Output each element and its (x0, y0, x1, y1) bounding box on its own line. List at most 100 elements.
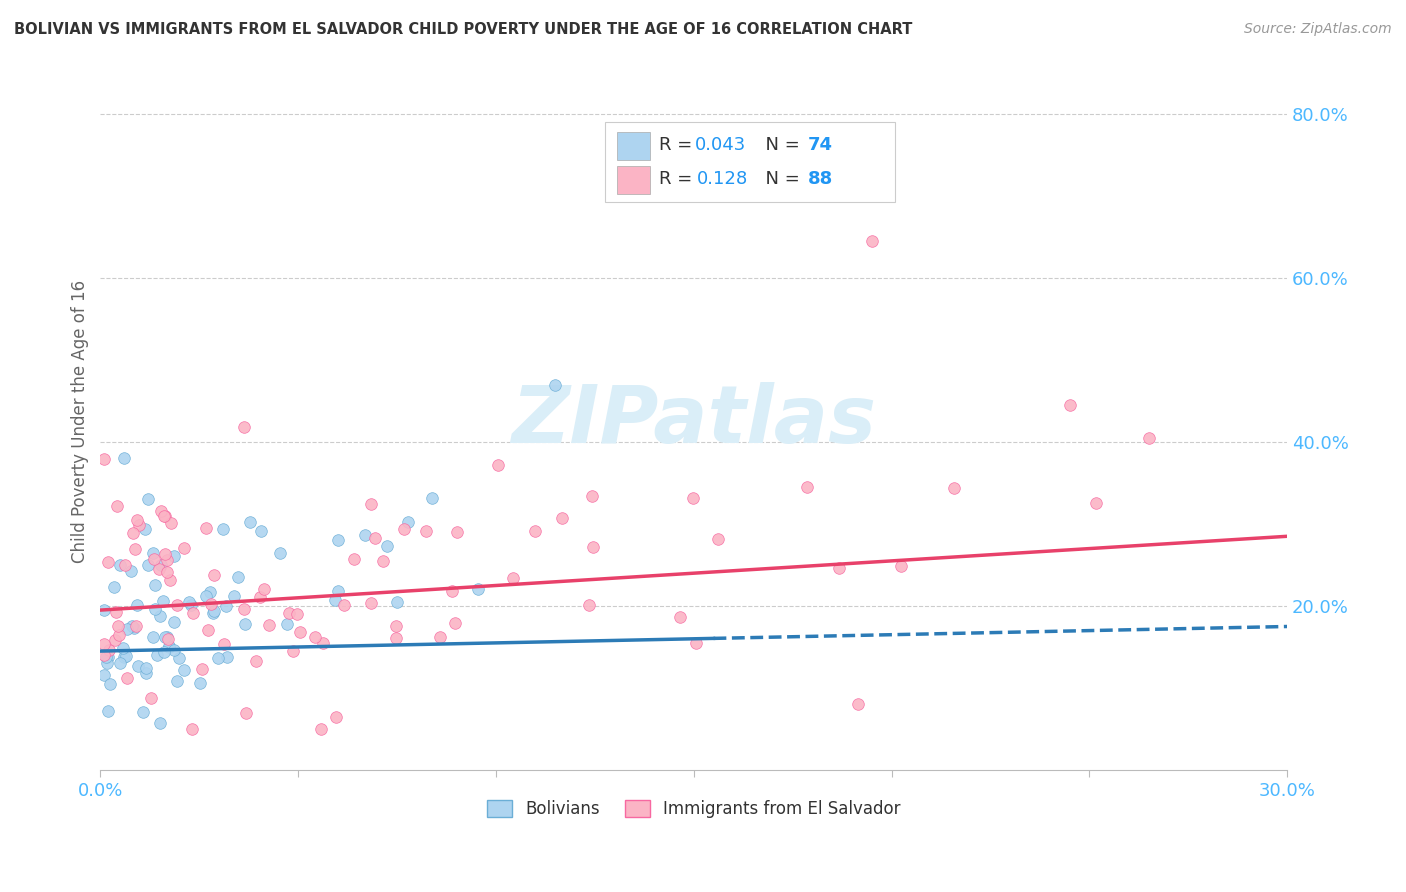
Point (107, 618, 129, 632)
Point (233, 617, 256, 632)
Text: 74: 74 (807, 136, 832, 153)
Point (153, 547, 176, 561)
Point (148, 562, 170, 576)
Point (385, 595, 408, 609)
Point (157, 640, 180, 654)
Point (440, 584, 463, 599)
Point (682, 491, 704, 505)
Point (136, 558, 159, 573)
Point (115, 671, 138, 685)
Point (200, 597, 222, 611)
Point (156, 566, 179, 580)
Bar (617, 166, 650, 194)
Point (96, 657, 118, 671)
Point (283, 644, 305, 658)
Point (333, 598, 356, 612)
Point (105, 500, 128, 514)
Point (581, 489, 603, 503)
Point (212, 637, 235, 651)
Point (943, 481, 966, 495)
Point (108, 656, 131, 670)
Point (159, 573, 181, 587)
Point (93, 648, 115, 662)
Point (122, 621, 145, 635)
Point (111, 641, 134, 656)
Point (143, 602, 166, 616)
Point (385, 619, 408, 633)
Point (202, 604, 225, 618)
Point (245, 654, 267, 668)
Point (142, 546, 165, 560)
Point (249, 591, 271, 605)
Point (360, 497, 382, 511)
Point (375, 539, 398, 553)
FancyBboxPatch shape (605, 122, 896, 202)
Point (235, 706, 257, 720)
Point (124, 619, 146, 633)
Point (211, 522, 233, 536)
Point (250, 524, 273, 538)
Point (121, 619, 143, 633)
Point (103, 580, 125, 594)
Point (143, 578, 166, 592)
Point (198, 585, 221, 599)
Point (139, 691, 162, 706)
Point (97, 555, 120, 569)
Point (108, 558, 131, 572)
Point (93, 603, 115, 617)
Point (132, 705, 155, 719)
Point (446, 525, 468, 540)
Point (197, 623, 219, 637)
Point (152, 645, 174, 659)
Point (582, 540, 605, 554)
Point (93, 668, 115, 682)
Point (860, 234, 883, 248)
Point (112, 451, 135, 466)
Point (828, 560, 851, 574)
Point (304, 630, 326, 644)
Point (278, 606, 301, 620)
Point (179, 595, 201, 609)
Text: ZIPatlas: ZIPatlas (512, 383, 876, 460)
Point (444, 616, 467, 631)
Point (326, 533, 349, 548)
Point (97, 643, 120, 657)
Y-axis label: Child Poverty Under the Age of 16: Child Poverty Under the Age of 16 (72, 280, 89, 563)
Point (385, 632, 408, 646)
Point (150, 504, 173, 518)
Point (467, 582, 489, 596)
Point (202, 568, 225, 582)
Point (135, 661, 157, 675)
Point (157, 640, 180, 655)
Point (217, 649, 239, 664)
Point (392, 522, 415, 536)
Point (420, 491, 443, 505)
Bar (617, 132, 650, 160)
Point (1085, 496, 1108, 510)
Point (149, 715, 172, 730)
Point (146, 648, 169, 662)
Point (890, 558, 912, 573)
Text: 0.128: 0.128 (697, 170, 748, 188)
Point (153, 508, 176, 523)
Point (323, 593, 346, 607)
Point (207, 650, 229, 665)
Point (288, 624, 311, 639)
Text: 88: 88 (807, 170, 832, 188)
Point (195, 589, 218, 603)
Point (183, 606, 205, 620)
Point (167, 651, 190, 665)
Point (94, 650, 117, 665)
Point (551, 510, 574, 524)
Point (429, 630, 451, 644)
Point (685, 636, 707, 650)
Point (127, 659, 149, 673)
Point (97, 704, 120, 718)
Point (180, 722, 202, 736)
Text: N =: N = (754, 136, 806, 153)
Text: 0.043: 0.043 (695, 136, 747, 153)
Point (707, 532, 730, 546)
Point (135, 666, 157, 681)
Point (371, 554, 394, 568)
Point (115, 649, 138, 664)
